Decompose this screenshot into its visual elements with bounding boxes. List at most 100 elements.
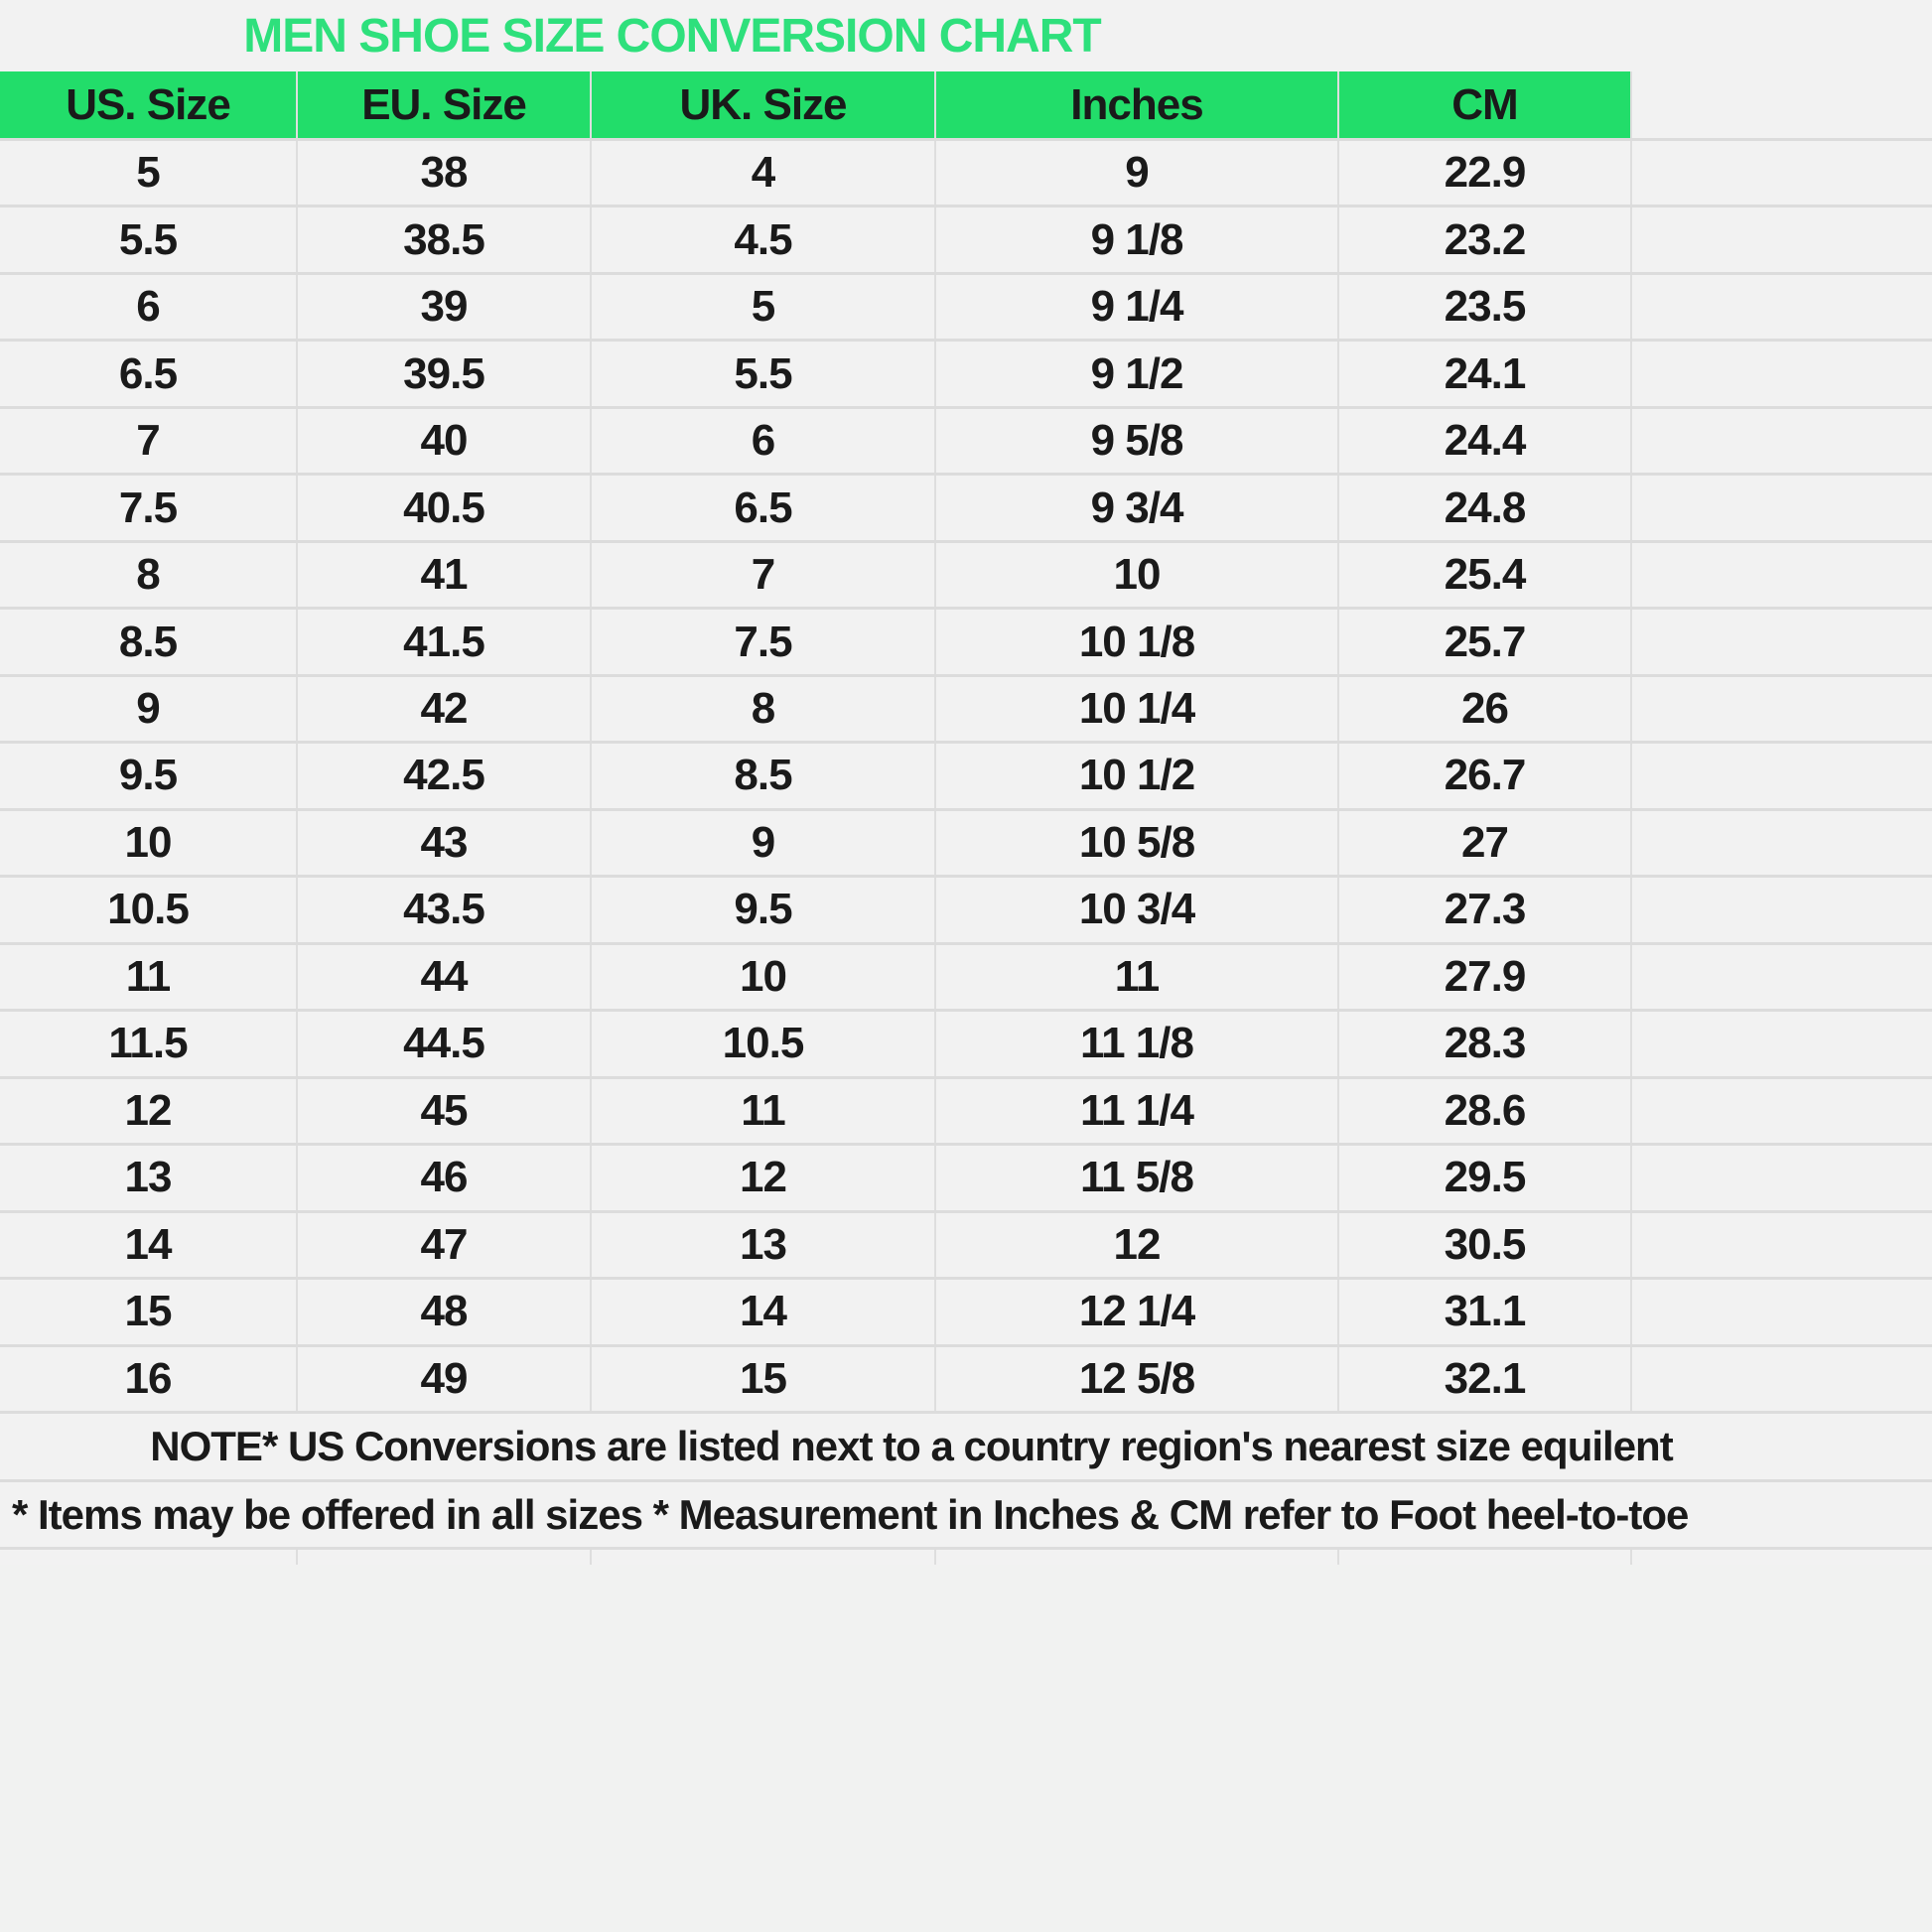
empty-cell <box>1632 476 1932 539</box>
cell-us-size: 9 <box>0 676 298 742</box>
cell-us-size: 8 <box>0 542 298 608</box>
cell-us-size: 13 <box>0 1146 298 1210</box>
header-eu-size: EU. Size <box>298 71 592 138</box>
cell-uk-size: 12 <box>592 1146 936 1210</box>
cell-eu-size: 41.5 <box>298 610 592 674</box>
cell-inches: 11 1/8 <box>936 1012 1339 1076</box>
cell-eu-size: 42.5 <box>298 744 592 808</box>
cell-inches: 9 1/8 <box>936 207 1339 272</box>
cell-us-size: 8.5 <box>0 610 298 674</box>
header-row: US. Size EU. Size UK. Size Inches CM <box>0 71 1932 141</box>
cell-cm: 29.5 <box>1339 1146 1632 1210</box>
cell-eu-size: 38.5 <box>298 207 592 272</box>
cell-uk-size: 8.5 <box>592 744 936 808</box>
cell-uk-size: 7.5 <box>592 610 936 674</box>
cell-eu-size: 44.5 <box>298 1012 592 1076</box>
empty-cell <box>1632 342 1932 405</box>
cell-cm: 24.8 <box>1339 476 1632 540</box>
header-uk-size: UK. Size <box>592 71 936 138</box>
empty-cell <box>1632 543 1932 607</box>
cell-inches: 9 1/4 <box>936 274 1339 340</box>
cell-us-size: 6 <box>0 274 298 340</box>
cell-eu-size: 43 <box>298 810 592 876</box>
empty-cell <box>1632 744 1932 807</box>
cell-eu-size: 39 <box>298 274 592 340</box>
cell-eu-size: 38 <box>298 141 592 206</box>
cell-cm: 27.9 <box>1339 944 1632 1010</box>
empty-cell <box>1632 1347 1932 1411</box>
empty-cell <box>1632 1079 1932 1143</box>
note-line-1: NOTE* US Conversions are listed next to … <box>0 1414 1932 1482</box>
table-row: 9 42 8 10 1/4 26 <box>0 676 1932 745</box>
table-row: 7.5 40.5 6.5 9 3/4 24.8 <box>0 476 1932 543</box>
cell-us-size: 16 <box>0 1346 298 1411</box>
cell-cm: 32.1 <box>1339 1346 1632 1411</box>
cell-us-size: 10.5 <box>0 878 298 942</box>
cell-inches: 9 <box>936 141 1339 206</box>
cell-uk-size: 15 <box>592 1346 936 1411</box>
cell-uk-size: 11 <box>592 1078 936 1144</box>
cell-us-size: 6.5 <box>0 342 298 406</box>
table-row: 11 44 10 11 27.9 <box>0 944 1932 1013</box>
cell-uk-size: 6 <box>592 408 936 474</box>
cell-us-size: 12 <box>0 1078 298 1144</box>
cell-cm: 24.1 <box>1339 342 1632 406</box>
header-inches: Inches <box>936 71 1339 138</box>
table-row: 10 43 9 10 5/8 27 <box>0 810 1932 879</box>
cell-eu-size: 48 <box>298 1280 592 1344</box>
cell-cm: 23.2 <box>1339 207 1632 272</box>
empty-cell <box>1632 1146 1932 1209</box>
cell-inches: 11 <box>936 944 1339 1010</box>
cell-uk-size: 10.5 <box>592 1012 936 1076</box>
cell-inches: 10 5/8 <box>936 810 1339 876</box>
cell-uk-size: 4.5 <box>592 207 936 272</box>
cell-inches: 9 5/8 <box>936 408 1339 474</box>
cell-us-size: 7 <box>0 408 298 474</box>
empty-cell <box>1632 207 1932 271</box>
cell-uk-size: 14 <box>592 1280 936 1344</box>
cell-us-size: 11 <box>0 944 298 1010</box>
cell-eu-size: 39.5 <box>298 342 592 406</box>
cell-cm: 25.7 <box>1339 610 1632 674</box>
empty-cell <box>1632 275 1932 339</box>
empty-cell <box>1632 141 1932 205</box>
cell-eu-size: 40.5 <box>298 476 592 540</box>
cell-cm: 31.1 <box>1339 1280 1632 1344</box>
cell-uk-size: 8 <box>592 676 936 742</box>
table-row: 5.5 38.5 4.5 9 1/8 23.2 <box>0 207 1932 275</box>
cell-eu-size: 47 <box>298 1212 592 1278</box>
cell-inches: 10 1/2 <box>936 744 1339 808</box>
cell-cm: 22.9 <box>1339 141 1632 206</box>
cell-inches: 11 5/8 <box>936 1146 1339 1210</box>
cell-inches: 12 1/4 <box>936 1280 1339 1344</box>
cell-cm: 30.5 <box>1339 1212 1632 1278</box>
empty-cell <box>1632 610 1932 673</box>
cell-eu-size: 49 <box>298 1346 592 1411</box>
cell-inches: 11 1/4 <box>936 1078 1339 1144</box>
empty-cell <box>1632 71 1932 138</box>
empty-cell <box>1632 409 1932 473</box>
cell-uk-size: 10 <box>592 944 936 1010</box>
cell-inches: 10 3/4 <box>936 878 1339 942</box>
cell-inches: 12 <box>936 1212 1339 1278</box>
cell-us-size: 14 <box>0 1212 298 1278</box>
table-row: 8 41 7 10 25.4 <box>0 542 1932 611</box>
cell-uk-size: 5 <box>592 274 936 340</box>
cell-uk-size: 6.5 <box>592 476 936 540</box>
table-row: 10.5 43.5 9.5 10 3/4 27.3 <box>0 878 1932 945</box>
cell-uk-size: 9 <box>592 810 936 876</box>
cell-inches: 12 5/8 <box>936 1346 1339 1411</box>
table-row: 12 45 11 11 1/4 28.6 <box>0 1078 1932 1147</box>
cell-eu-size: 46 <box>298 1146 592 1210</box>
table-row: 13 46 12 11 5/8 29.5 <box>0 1146 1932 1213</box>
table-row: 11.5 44.5 10.5 11 1/8 28.3 <box>0 1012 1932 1079</box>
cell-eu-size: 42 <box>298 676 592 742</box>
table-row: 7 40 6 9 5/8 24.4 <box>0 408 1932 477</box>
cell-uk-size: 7 <box>592 542 936 608</box>
cell-us-size: 10 <box>0 810 298 876</box>
cell-cm: 24.4 <box>1339 408 1632 474</box>
cell-inches: 9 3/4 <box>936 476 1339 540</box>
empty-cell <box>1632 1012 1932 1075</box>
table-row: 5 38 4 9 22.9 <box>0 141 1932 208</box>
empty-cell <box>1632 1213 1932 1277</box>
